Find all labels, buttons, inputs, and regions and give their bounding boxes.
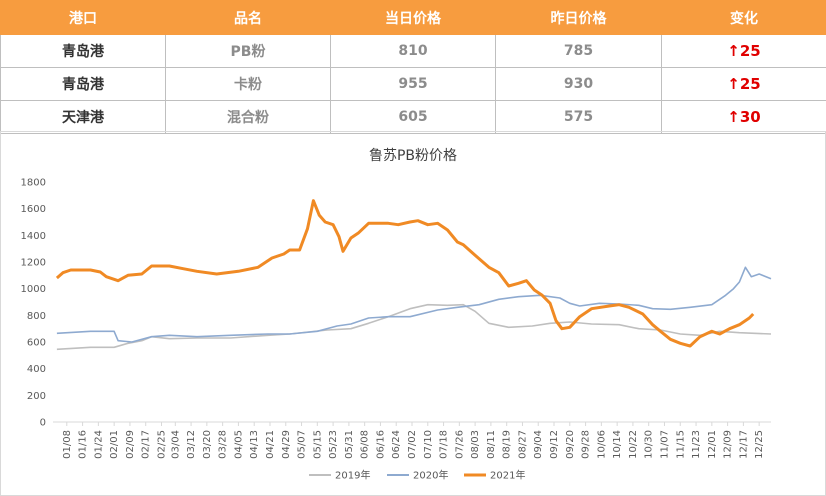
- chart-title: 鲁苏PB粉价格: [369, 148, 457, 164]
- change-value: 30: [739, 108, 761, 126]
- x-tick-label: 08/03: [470, 430, 481, 459]
- cell-product: 卡粉: [165, 67, 331, 101]
- x-tick-label: 05/07: [297, 430, 308, 459]
- x-tick-label: 11/07: [659, 430, 670, 459]
- cell-port: 天津港: [0, 100, 166, 134]
- header-yesterday-price: 昨日价格: [495, 0, 662, 35]
- x-tick-label: 09/20: [565, 430, 576, 459]
- y-tick-label: 1000: [21, 284, 46, 295]
- x-tick-label: 10/30: [644, 430, 655, 459]
- x-tick-label: 07/26: [454, 430, 465, 459]
- cell-yesterday-price: 785: [495, 34, 662, 68]
- y-tick-label: 800: [27, 311, 46, 322]
- legend-label: 2019年: [335, 469, 370, 482]
- x-tick-label: 05/31: [344, 430, 355, 459]
- x-tick-label: 05/15: [312, 430, 323, 459]
- x-tick-label: 04/29: [281, 430, 292, 459]
- cell-port: 青岛港: [0, 67, 166, 101]
- chart-legend: 2019年 2020年 2021年: [309, 469, 525, 482]
- x-tick-label: 02/25: [156, 430, 167, 459]
- x-tick-label: 01/08: [62, 430, 73, 459]
- header-change: 变化: [661, 0, 826, 35]
- x-tick-label: 08/11: [486, 430, 497, 459]
- x-tick-label: 12/25: [754, 430, 765, 459]
- price-chart-panel: 鲁苏PB粉价格 0 200 400 600 800 1000 1200 1400 1600 180…: [0, 131, 826, 496]
- cell-today-price: 810: [330, 34, 496, 68]
- x-tick-label: 07/10: [423, 430, 434, 459]
- price-table: 港口 品名 当日价格 昨日价格 变化 青岛港 PB粉 810 785 ↑25 青…: [0, 0, 826, 134]
- cell-change: ↑30: [661, 100, 826, 134]
- cell-change: ↑25: [661, 67, 826, 101]
- y-tick-label: 1400: [21, 231, 46, 242]
- x-tick-label: 01/24: [93, 430, 104, 459]
- x-tick-label: 08/27: [517, 430, 528, 459]
- cell-yesterday-price: 930: [495, 67, 662, 101]
- x-tick-label: 06/24: [391, 430, 402, 459]
- x-tick-label: 04/05: [233, 430, 244, 459]
- x-tick-label: 04/13: [249, 430, 260, 459]
- legend-label: 2021年: [490, 469, 525, 482]
- cell-port: 青岛港: [0, 34, 166, 68]
- series-line-2: [56, 266, 772, 343]
- x-tick-label: 10/14: [612, 430, 623, 459]
- x-tick-label: 02/17: [141, 430, 152, 459]
- x-tick-label: 08/19: [502, 430, 513, 459]
- x-tick-label: 12/09: [723, 430, 734, 459]
- up-arrow-icon: ↑: [727, 108, 740, 126]
- x-tick-label: 02/09: [125, 430, 136, 459]
- x-tick-label: 06/08: [360, 430, 371, 459]
- series-lines: [55, 199, 772, 351]
- cell-product: 混合粉: [165, 100, 331, 134]
- x-tick-label: 11/23: [691, 430, 702, 459]
- table-header-row: 港口 品名 当日价格 昨日价格 变化: [0, 0, 826, 35]
- header-port: 港口: [0, 0, 166, 35]
- header-product: 品名: [165, 0, 331, 35]
- up-arrow-icon: ↑: [727, 75, 740, 93]
- y-tick-label: 400: [27, 364, 46, 375]
- x-tick-label: 03/04: [170, 430, 181, 459]
- y-tick-label: 1200: [21, 258, 46, 269]
- series-line-1: [56, 303, 772, 351]
- x-tick-label: 04/21: [265, 430, 276, 459]
- x-tick-label: 10/22: [628, 430, 639, 459]
- x-tick-label: 11/15: [675, 430, 686, 459]
- y-axis: 0 200 400 600 800 1000 1200 1400 1600 1800: [21, 178, 46, 429]
- x-tick-label: 12/01: [707, 430, 718, 459]
- x-axis: 01/08 01/16 01/24 02/01 02/09 02/17 02/25 03/04…: [53, 421, 771, 459]
- x-tick-label: 03/12: [186, 430, 197, 459]
- cell-yesterday-price: 575: [495, 100, 662, 134]
- up-arrow-icon: ↑: [727, 42, 740, 60]
- change-value: 25: [739, 42, 761, 60]
- x-tick-label: 09/04: [533, 430, 544, 459]
- x-tick-label: 01/16: [78, 430, 89, 459]
- legend-label: 2020年: [413, 469, 448, 482]
- x-tick-label: 05/23: [328, 430, 339, 459]
- header-today-price: 当日价格: [330, 0, 496, 35]
- y-tick-label: 200: [27, 391, 46, 402]
- y-tick-label: 0: [40, 418, 46, 429]
- x-tick-label: 12/17: [738, 430, 749, 459]
- price-line-chart: 鲁苏PB粉价格 0 200 400 600 800 1000 1200 1400 1600 180…: [21, 148, 772, 482]
- x-tick-label: 07/18: [439, 430, 450, 459]
- x-tick-label: 07/02: [407, 430, 418, 459]
- table-row: 青岛港 PB粉 810 785 ↑25: [0, 34, 826, 68]
- y-tick-label: 600: [27, 338, 46, 349]
- series-line-3: [55, 199, 755, 348]
- x-tick-label: 03/28: [218, 430, 229, 459]
- x-tick-label: 09/12: [549, 430, 560, 459]
- y-tick-label: 1800: [21, 178, 46, 189]
- x-tick-label: 06/16: [375, 430, 386, 459]
- x-tick-label: 03/20: [202, 430, 213, 459]
- cell-product: PB粉: [165, 34, 331, 68]
- change-value: 25: [739, 75, 761, 93]
- table-row: 天津港 混合粉 605 575 ↑30: [0, 100, 826, 134]
- cell-today-price: 605: [330, 100, 496, 134]
- x-tick-label: 10/06: [596, 430, 607, 459]
- x-tick-label: 02/01: [109, 430, 120, 459]
- table-row: 青岛港 卡粉 955 930 ↑25: [0, 67, 826, 101]
- x-tick-label: 09/28: [581, 430, 592, 459]
- cell-today-price: 955: [330, 67, 496, 101]
- y-tick-label: 1600: [21, 204, 46, 215]
- cell-change: ↑25: [661, 34, 826, 68]
